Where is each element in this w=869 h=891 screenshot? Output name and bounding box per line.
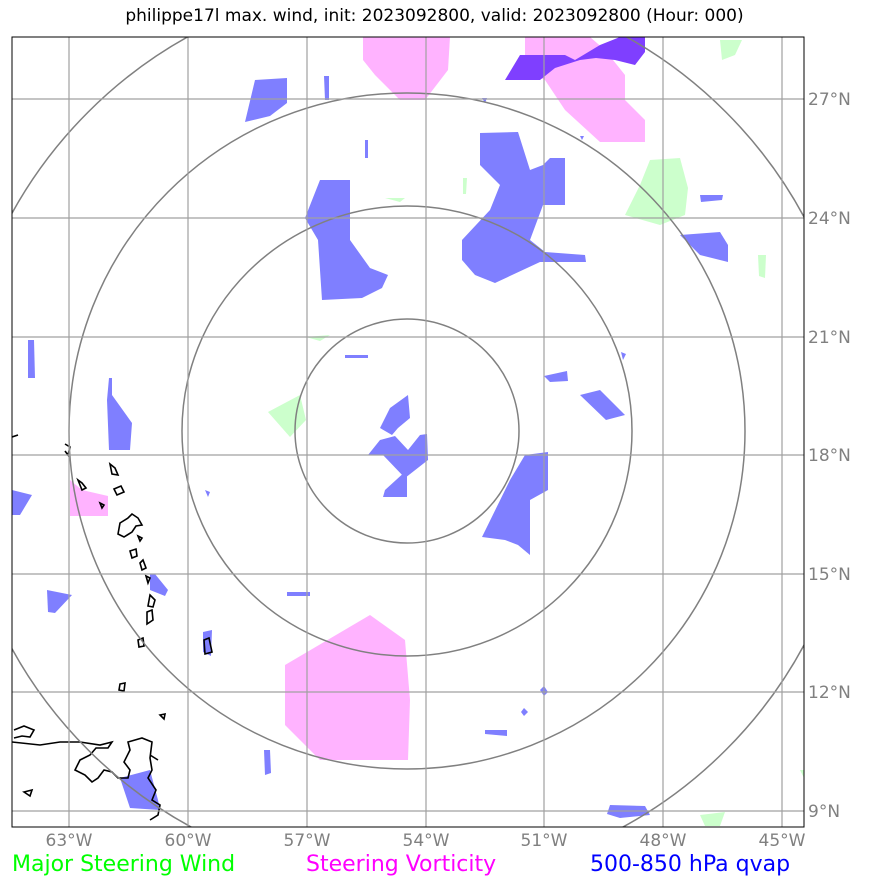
lat-label: 15°N [808,565,851,585]
lat-label: 9°N [808,802,840,822]
legend-steering-wind: Major Steering Wind [12,852,236,877]
lat-label: 24°N [808,209,851,229]
lon-label: 63°W [46,831,93,851]
qvap-contours [12,76,728,818]
steering-wind-contours [268,40,804,826]
lon-label: 48°W [640,831,687,851]
gridlines [12,37,804,827]
map-title: philippe17l max. wind, init: 2023092800,… [125,6,744,26]
lat-label: 18°N [808,446,851,466]
lon-label: 45°W [759,831,806,851]
lon-label: 60°W [165,831,212,851]
lon-label: 57°W [284,831,331,851]
lon-label: 51°W [521,831,568,851]
legend-steering-vorticity: Steering Vorticity [306,852,497,877]
range-ring-1 [294,318,520,544]
steering-vorticity-contours [70,37,645,760]
latitude-labels: 27°N 24°N 21°N 18°N 15°N 12°N 9°N [808,90,851,822]
legend-qvap: 500-850 hPa qvap [590,852,791,877]
coastline [12,434,213,821]
longitude-labels: 63°W 60°W 57°W 54°W 51°W 48°W 45°W [46,831,806,851]
overlap-contours [505,37,645,80]
lat-label: 21°N [808,328,851,348]
lat-label: 12°N [808,683,851,703]
lat-label: 27°N [808,90,851,110]
range-ring-2 [181,205,633,657]
map-frame [11,36,805,828]
lon-label: 54°W [403,831,450,851]
